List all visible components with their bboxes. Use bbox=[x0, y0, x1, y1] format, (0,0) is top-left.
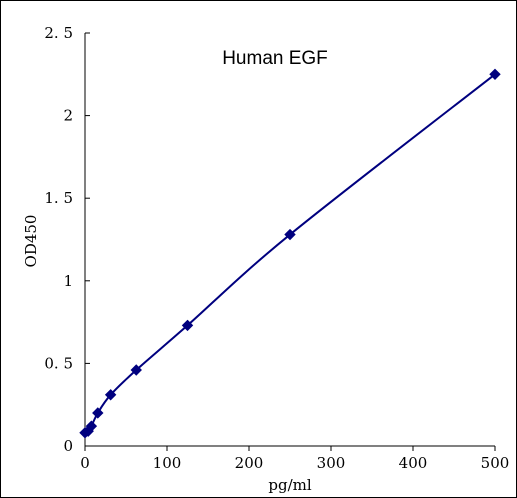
y-tick-label: 2. 5 bbox=[44, 24, 73, 42]
axes: 0 100 200 300 400 500 0 0. 5 1 1. 5 2 2. 5 bbox=[44, 24, 509, 472]
data-point-marker bbox=[85, 420, 98, 432]
data-point-marker bbox=[284, 228, 296, 241]
y-tick-label: 2 bbox=[63, 107, 73, 125]
x-tick-label: 500 bbox=[481, 454, 510, 472]
x-axis-title: pg/ml bbox=[268, 476, 311, 494]
data-point-marker bbox=[489, 68, 501, 81]
data-point-marker bbox=[104, 389, 117, 401]
x-tick-label: 0 bbox=[80, 454, 90, 472]
x-ticks: 0 100 200 300 400 500 bbox=[80, 446, 509, 472]
x-tick-label: 100 bbox=[153, 454, 182, 472]
x-tick-label: 200 bbox=[235, 454, 264, 472]
y-tick-label: 0. 5 bbox=[44, 354, 73, 372]
series-line bbox=[84, 73, 496, 434]
chart-title: Human EGF bbox=[222, 48, 328, 69]
data-point-marker bbox=[181, 319, 194, 332]
y-tick-label: 0 bbox=[63, 437, 73, 455]
x-tick-label: 400 bbox=[399, 454, 428, 472]
x-tick-label: 300 bbox=[317, 454, 346, 472]
y-tick-label: 1. 5 bbox=[44, 189, 73, 207]
data-point-marker bbox=[92, 407, 104, 419]
y-axis-title: OD450 bbox=[22, 215, 40, 268]
y-ticks: 0 0. 5 1 1. 5 2 2. 5 bbox=[44, 24, 90, 455]
series-group bbox=[79, 68, 501, 439]
y-tick-label: 1 bbox=[63, 272, 73, 290]
data-point-marker bbox=[130, 364, 142, 376]
